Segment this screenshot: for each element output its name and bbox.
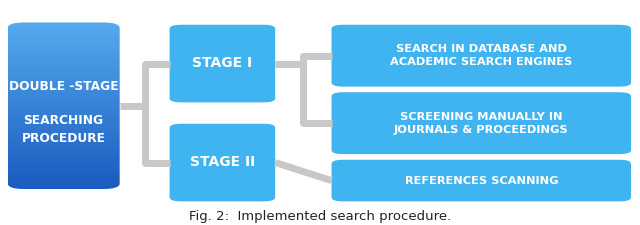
FancyBboxPatch shape: [332, 92, 631, 154]
Text: REFERENCES SCANNING: REFERENCES SCANNING: [404, 176, 558, 186]
Text: STAGE II: STAGE II: [190, 155, 255, 169]
FancyBboxPatch shape: [170, 124, 275, 201]
Text: STAGE I: STAGE I: [193, 56, 252, 70]
Text: DOUBLE -STAGE

SEARCHING
PROCEDURE: DOUBLE -STAGE SEARCHING PROCEDURE: [9, 81, 118, 144]
FancyBboxPatch shape: [8, 22, 120, 189]
Text: SEARCH IN DATABASE AND
ACADEMIC SEARCH ENGINES: SEARCH IN DATABASE AND ACADEMIC SEARCH E…: [390, 44, 572, 68]
Text: SCREENING MANUALLY IN
JOURNALS & PROCEEDINGS: SCREENING MANUALLY IN JOURNALS & PROCEED…: [394, 112, 568, 135]
FancyBboxPatch shape: [332, 25, 631, 87]
FancyBboxPatch shape: [170, 25, 275, 102]
Text: Fig. 2:  Implemented search procedure.: Fig. 2: Implemented search procedure.: [189, 210, 451, 223]
FancyBboxPatch shape: [332, 160, 631, 201]
